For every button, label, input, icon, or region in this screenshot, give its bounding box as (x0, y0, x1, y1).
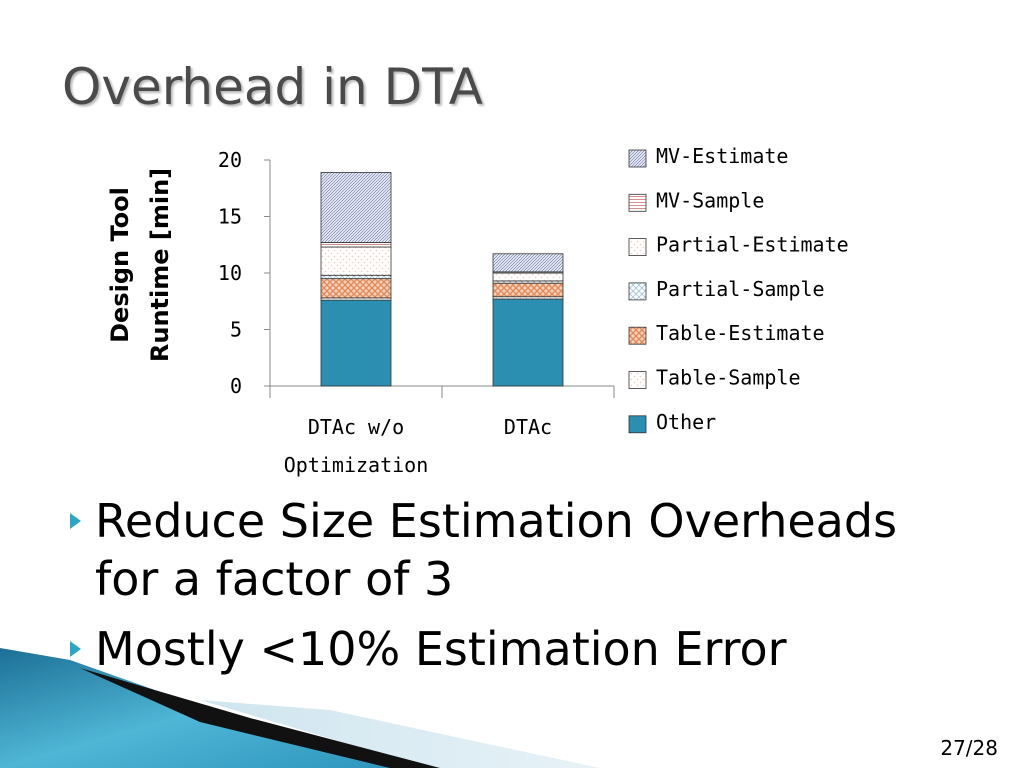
legend-label: MV-Estimate (656, 144, 788, 168)
legend-label: Table-Estimate (656, 321, 825, 345)
bullet-marker-icon (70, 641, 81, 657)
x-tick-label: Optimization (284, 453, 429, 477)
legend-label: MV-Sample (656, 188, 764, 212)
y-tick-label: 5 (230, 318, 242, 342)
legend-swatch (628, 326, 647, 345)
legend-swatch (628, 415, 647, 434)
x-tick-label: DTAc (504, 415, 552, 439)
legend-swatch (628, 149, 647, 168)
x-tick-label: DTAc w/o (308, 415, 404, 439)
bullet-marker-icon (70, 513, 81, 529)
legend-swatch (628, 371, 647, 389)
y-tick-label: 0 (230, 374, 242, 398)
bar-segment-other (492, 298, 564, 387)
bullet-list: Reduce Size Estimation Overheads for a f… (70, 492, 970, 690)
bar-segment-mv-estimate (320, 172, 392, 243)
y-tick-label: 10 (218, 261, 242, 285)
stacked-bar-chart: 0 5 10 15 20 Design Tool Runtime [min] DTAc w/o… (106, 144, 849, 477)
y-axis-label: Runtime [min] (146, 168, 174, 362)
y-tick-label: 15 (218, 205, 242, 229)
swoosh-light-shape (200, 700, 600, 768)
bar-segment-other (320, 299, 392, 387)
legend-swatch (628, 282, 647, 301)
slide-title: Overhead in DTA (62, 58, 483, 116)
bullet-item: Reduce Size Estimation Overheads for a f… (70, 492, 970, 608)
legend-label: Partial-Estimate (656, 233, 849, 257)
legend-label: Table-Sample (656, 366, 801, 390)
bullet-text: Reduce Size Estimation Overheads for a f… (95, 494, 898, 606)
legend-label: Partial-Sample (656, 277, 825, 301)
legend-label: Other (656, 410, 716, 434)
legend-swatch (628, 238, 647, 257)
y-axis-label: Design Tool (106, 187, 134, 343)
bullet-text: Mostly <10% Estimation Error (95, 622, 787, 676)
y-tick-label: 20 (218, 148, 242, 172)
bullet-item: Mostly <10% Estimation Error (70, 620, 970, 678)
legend-swatch (628, 193, 647, 212)
bar-segment-mv-estimate (492, 253, 564, 273)
page-number: 27/28 (940, 736, 998, 760)
